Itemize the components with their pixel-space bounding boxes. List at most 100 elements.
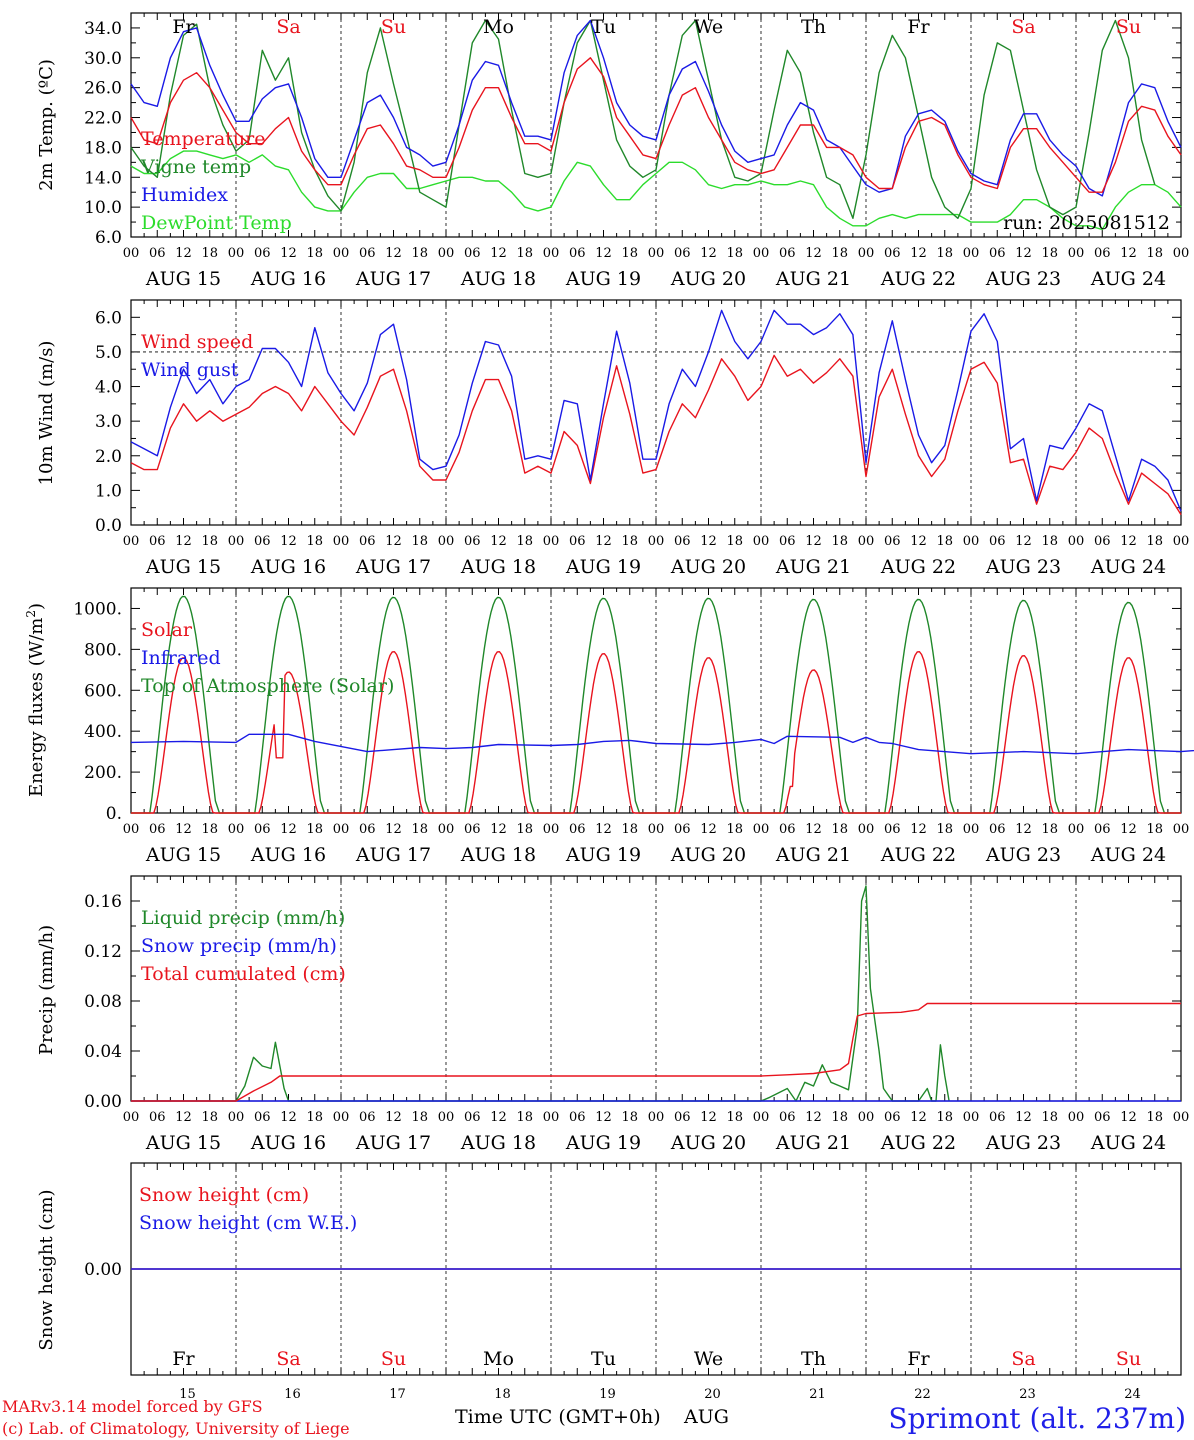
hour-tick-label: 06: [884, 822, 901, 837]
hour-tick-label: 12: [910, 246, 927, 261]
hour-tick-label: 18: [726, 534, 743, 549]
y-tick-label: 26.0: [84, 79, 122, 99]
hour-tick-label: 06: [884, 1110, 901, 1125]
date-label: AUG 19: [565, 268, 641, 290]
y-tick-label: 1000.: [73, 599, 122, 619]
hour-tick-label: 00: [753, 822, 770, 837]
hour-tick-label: 06: [149, 822, 166, 837]
legend-label: Liquid precip (mm/h): [141, 907, 345, 929]
hour-tick-label: 06: [779, 1110, 796, 1125]
hour-tick-label: 12: [280, 246, 297, 261]
hour-tick-label: 12: [805, 534, 822, 549]
hour-tick-label: 12: [490, 246, 507, 261]
hour-tick-label: 06: [254, 246, 271, 261]
hour-tick-label: 18: [516, 822, 533, 837]
date-label: AUG 18: [460, 268, 536, 290]
day-name-label: Fr: [172, 1348, 195, 1370]
date-label: AUG 24: [1090, 1132, 1166, 1154]
hour-tick-label: 18: [306, 822, 323, 837]
legend-label: Snow precip (mm/h): [141, 935, 337, 957]
hour-tick-label: 00: [333, 822, 350, 837]
hour-tick-label: 12: [280, 822, 297, 837]
hour-tick-label: 12: [1015, 1110, 1032, 1125]
date-label: AUG 24: [1090, 556, 1166, 578]
day-number-label: 19: [599, 1387, 616, 1402]
date-label: AUG 18: [460, 556, 536, 578]
hour-tick-label: 06: [569, 534, 586, 549]
hour-tick-label: 18: [411, 1110, 428, 1125]
day-name-label: Fr: [907, 16, 930, 38]
hour-tick-label: 18: [831, 1110, 848, 1125]
panel-frame: [130, 299, 1182, 526]
y-tick-label: 200.: [84, 763, 122, 783]
series-line: [130, 733, 1194, 755]
hour-tick-label: 12: [175, 534, 192, 549]
hour-tick-label: 00: [438, 822, 455, 837]
date-label: AUG 23: [985, 1132, 1061, 1154]
legend-label: Wind gust: [141, 359, 239, 381]
hour-tick-label: 12: [490, 822, 507, 837]
hour-tick-label: 06: [254, 822, 271, 837]
hour-tick-label: 18: [411, 246, 428, 261]
hour-tick-label: 12: [595, 1110, 612, 1125]
y-axis-title-end: ): [26, 603, 47, 610]
hour-tick-label: 12: [805, 822, 822, 837]
legend-label: Top of Atmosphere (Solar): [141, 675, 394, 697]
legend-label: Wind speed: [141, 331, 253, 353]
hour-tick-label: 06: [1094, 1110, 1111, 1125]
day-name-label: Mo: [483, 16, 514, 38]
day-name-label: Mo: [483, 1348, 514, 1370]
hour-tick-label: 18: [201, 246, 218, 261]
y-tick-label: 6.0: [95, 308, 122, 328]
hour-tick-label: 00: [753, 246, 770, 261]
panel-frame: [130, 12, 1182, 238]
hour-tick-label: 12: [175, 246, 192, 261]
series-line: [130, 309, 1182, 512]
y-tick-label: 3.0: [95, 412, 122, 432]
date-label: AUG 17: [355, 556, 431, 578]
hour-tick-label: 18: [516, 246, 533, 261]
hour-tick-label: 00: [648, 1110, 665, 1125]
hour-tick-label: 18: [621, 1110, 638, 1125]
hour-tick-label: 00: [858, 534, 875, 549]
day-number-label: 16: [284, 1387, 301, 1402]
day-name-label: Fr: [907, 1348, 930, 1370]
legend-label: Snow height (cm): [139, 1184, 309, 1206]
hour-tick-label: 12: [175, 822, 192, 837]
hour-tick-label: 18: [726, 822, 743, 837]
hour-tick-label: 06: [254, 1110, 271, 1125]
hour-tick-label: 00: [963, 534, 980, 549]
series-line: [130, 57, 1182, 193]
hour-tick-label: 00: [858, 1110, 875, 1125]
y-tick-label: 14.0: [84, 168, 122, 188]
hour-tick-label: 06: [359, 1110, 376, 1125]
y-axis-title: Precip (mm/h): [36, 925, 57, 1055]
date-label: AUG 20: [670, 844, 746, 866]
hour-tick-label: 12: [595, 822, 612, 837]
day-name-label: Sa: [276, 1348, 300, 1370]
hour-tick-label: 12: [700, 246, 717, 261]
axis-labels: 6.010.014.018.022.026.030.034.02m Temp. …: [24, 16, 1189, 1402]
hour-tick-label: 06: [674, 534, 691, 549]
hour-tick-label: 18: [306, 534, 323, 549]
date-label: AUG 15: [145, 268, 221, 290]
station-name: Sprimont (alt. 237m): [888, 1402, 1186, 1435]
day-name-label: We: [694, 16, 723, 38]
hour-tick-label: 18: [936, 1110, 953, 1125]
date-label: AUG 21: [775, 1132, 851, 1154]
day-name-label: Th: [801, 16, 826, 38]
date-label: AUG 22: [880, 268, 956, 290]
y-tick-label: 0.: [106, 804, 122, 824]
date-label: AUG 15: [145, 556, 221, 578]
hour-tick-label: 12: [700, 534, 717, 549]
date-label: AUG 21: [775, 844, 851, 866]
day-number-label: 21: [809, 1387, 826, 1402]
hour-tick-label: 06: [464, 534, 481, 549]
day-number-label: 23: [1019, 1387, 1036, 1402]
hour-tick-label: 12: [490, 534, 507, 549]
date-label: AUG 16: [250, 844, 326, 866]
hour-tick-label: 06: [989, 822, 1006, 837]
hour-tick-label: 06: [1094, 822, 1111, 837]
date-label: AUG 15: [145, 844, 221, 866]
hour-tick-label: 06: [359, 246, 376, 261]
